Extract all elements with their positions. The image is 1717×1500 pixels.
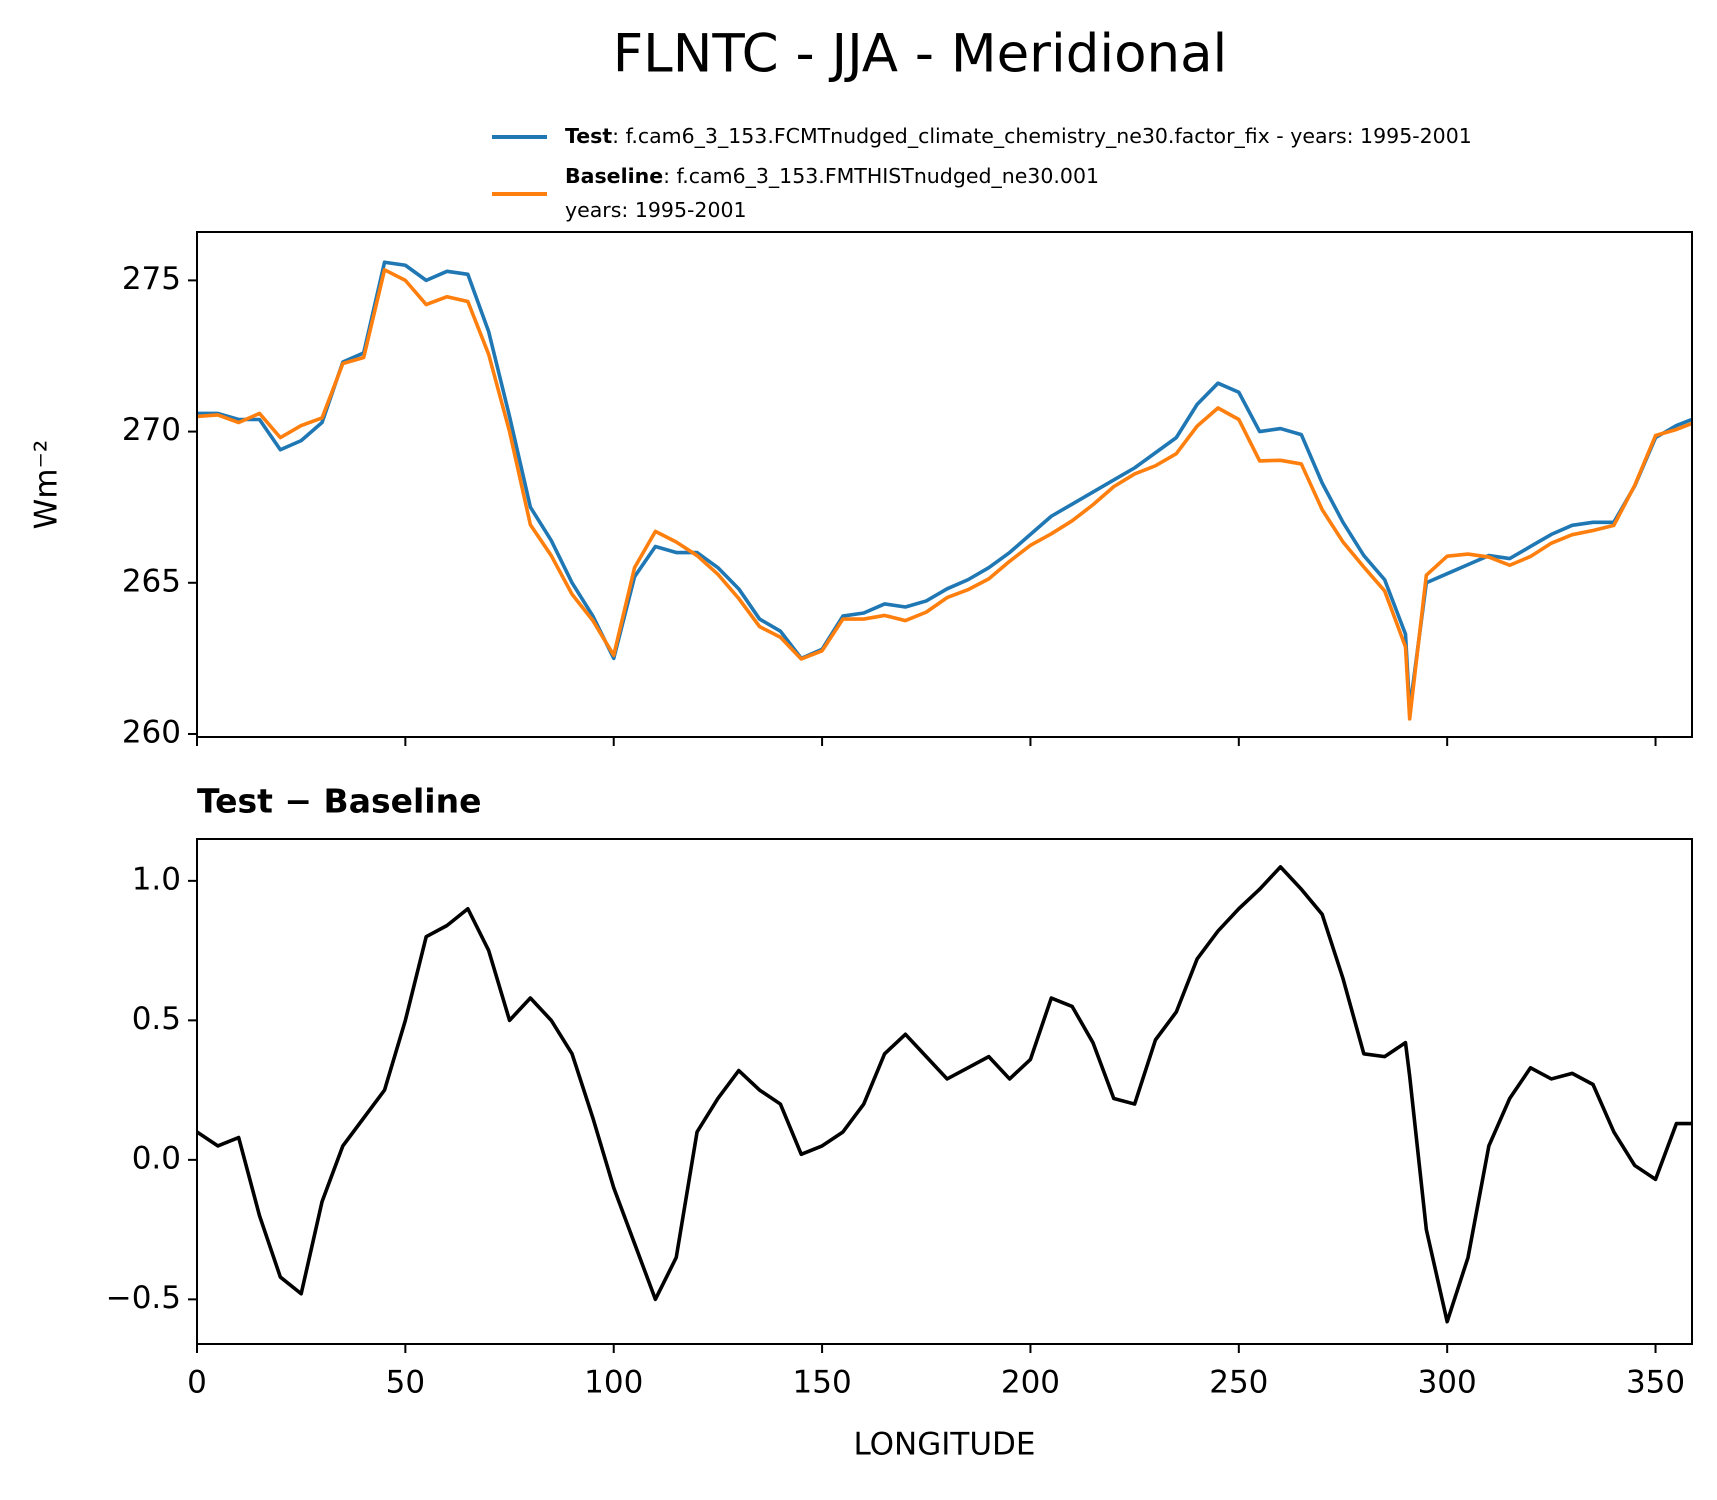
y-tick-label: 275	[122, 261, 181, 297]
plot-frame	[196, 231, 1693, 738]
chart-title: Test − Baseline	[197, 782, 482, 821]
legend-entry: Test: f.cam6_3_153.FCMTnudged_climate_ch…	[565, 124, 1472, 149]
figure-title: FLNTC - JJA - Meridional	[613, 24, 1228, 85]
y-tick-label: 0.5	[132, 1001, 181, 1037]
legend-name: Test	[565, 124, 612, 148]
y-tick-label: −0.5	[106, 1280, 181, 1316]
legend-name: Baseline	[565, 164, 663, 188]
x-tick-label: 0	[187, 1365, 207, 1401]
series-line	[197, 260, 1692, 712]
x-tick-label: 200	[1001, 1365, 1060, 1401]
y-axis-label: Wm⁻²	[29, 440, 65, 530]
x-axis-label: LONGITUDE	[853, 1427, 1035, 1463]
y-tick-label: 1.0	[132, 861, 181, 897]
x-tick-label: 150	[793, 1365, 852, 1401]
legend-entry: years: 1995-2001	[565, 198, 747, 222]
x-tick-label: 50	[386, 1365, 425, 1401]
y-tick-label: 260	[122, 714, 181, 750]
legend-entry: Baseline: f.cam6_3_153.FMTHISTnudged_ne3…	[565, 164, 1099, 189]
series-line	[197, 865, 1692, 1324]
x-tick-label: 250	[1209, 1365, 1268, 1401]
series-line	[197, 268, 1692, 721]
legend-text: : f.cam6_3_153.FMTHISTnudged_ne30.001	[663, 164, 1099, 189]
x-tick-label: 100	[584, 1365, 643, 1401]
y-tick-label: 270	[122, 412, 181, 448]
plot-frame	[196, 838, 1693, 1345]
y-tick-label: 0.0	[132, 1140, 181, 1176]
y-tick-label: 265	[122, 563, 181, 599]
x-tick-label: 300	[1418, 1365, 1477, 1401]
legend-text: years: 1995-2001	[565, 198, 747, 222]
x-tick-label: 350	[1626, 1365, 1685, 1401]
legend-text: : f.cam6_3_153.FCMTnudged_climate_chemis…	[612, 124, 1472, 149]
